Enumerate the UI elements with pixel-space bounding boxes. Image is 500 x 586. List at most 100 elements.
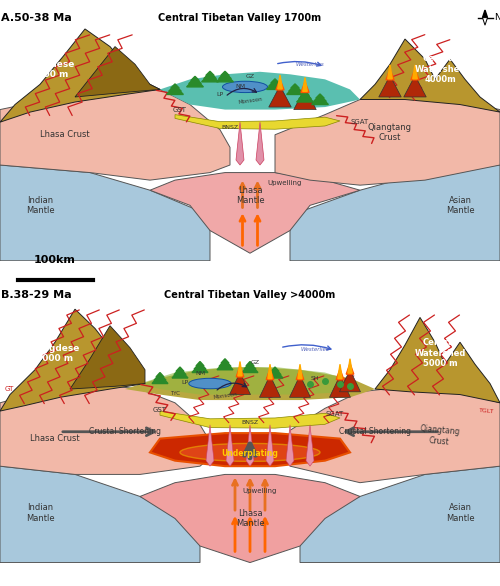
Polygon shape: [194, 363, 206, 369]
Polygon shape: [266, 425, 274, 466]
Polygon shape: [176, 367, 184, 372]
Polygon shape: [152, 374, 168, 383]
Text: B.38-29 Ma: B.38-29 Ma: [1, 291, 72, 301]
Polygon shape: [482, 18, 488, 25]
Polygon shape: [278, 75, 282, 89]
Text: Lhasa Crust: Lhasa Crust: [40, 130, 90, 139]
Polygon shape: [290, 165, 500, 261]
Polygon shape: [0, 383, 210, 475]
Polygon shape: [300, 466, 500, 563]
Polygon shape: [0, 29, 160, 122]
Polygon shape: [340, 370, 360, 392]
Polygon shape: [386, 69, 394, 80]
Polygon shape: [298, 93, 312, 99]
Text: GT: GT: [5, 386, 15, 392]
Polygon shape: [140, 367, 360, 394]
Polygon shape: [301, 81, 309, 93]
Polygon shape: [192, 364, 208, 373]
Text: BNSZ: BNSZ: [222, 125, 238, 130]
Polygon shape: [75, 47, 160, 97]
Text: Qiangtang
Crust: Qiangtang Crust: [419, 424, 461, 447]
Polygon shape: [244, 363, 256, 369]
Polygon shape: [267, 369, 283, 378]
Text: Lhasa Crust: Lhasa Crust: [30, 434, 80, 443]
Text: Crustal Shortening: Crustal Shortening: [89, 427, 161, 436]
Polygon shape: [271, 367, 279, 372]
Text: Westerlies: Westerlies: [296, 62, 324, 67]
Text: Lhasa
Mantle: Lhasa Mantle: [236, 186, 264, 205]
Polygon shape: [70, 326, 145, 389]
Polygon shape: [288, 85, 302, 91]
Text: Qiangtang
Crust: Qiangtang Crust: [368, 122, 412, 142]
Polygon shape: [303, 77, 307, 91]
Text: Gangdese
4500 m: Gangdese 4500 m: [25, 60, 75, 79]
Polygon shape: [312, 96, 328, 104]
Polygon shape: [125, 367, 375, 400]
Polygon shape: [269, 368, 281, 374]
Polygon shape: [0, 165, 210, 261]
Polygon shape: [0, 9, 500, 261]
Polygon shape: [217, 361, 233, 370]
Text: GZ: GZ: [250, 360, 260, 366]
Polygon shape: [204, 72, 216, 79]
Polygon shape: [404, 76, 426, 97]
Polygon shape: [242, 364, 258, 373]
Text: Asian
Mantle: Asian Mantle: [446, 196, 474, 215]
Ellipse shape: [222, 81, 268, 93]
Polygon shape: [221, 359, 229, 363]
Polygon shape: [338, 364, 342, 379]
Polygon shape: [154, 374, 166, 380]
Polygon shape: [246, 425, 254, 466]
Text: LP: LP: [216, 92, 224, 97]
Text: Crustal Shortening: Crustal Shortening: [339, 427, 411, 436]
Polygon shape: [330, 375, 350, 397]
Polygon shape: [482, 10, 488, 18]
Polygon shape: [290, 386, 500, 483]
Text: Upwelling: Upwelling: [243, 488, 277, 494]
Polygon shape: [236, 122, 244, 165]
Ellipse shape: [180, 444, 320, 461]
Polygon shape: [230, 373, 250, 394]
Text: SGAT: SGAT: [351, 119, 369, 125]
Text: GZ: GZ: [246, 74, 254, 79]
Text: Asian
Mantle: Asian Mantle: [446, 503, 474, 523]
Polygon shape: [175, 115, 340, 130]
Text: A.50-38 Ma: A.50-38 Ma: [1, 12, 72, 23]
Polygon shape: [294, 88, 316, 110]
Text: Westerlies: Westerlies: [300, 346, 330, 352]
Polygon shape: [0, 309, 145, 411]
Polygon shape: [301, 91, 309, 96]
Polygon shape: [388, 65, 392, 79]
Polygon shape: [140, 475, 360, 563]
Text: NM: NM: [235, 84, 245, 90]
Polygon shape: [269, 86, 291, 107]
Polygon shape: [206, 425, 214, 466]
Text: N: N: [494, 13, 500, 22]
Ellipse shape: [189, 379, 231, 389]
Polygon shape: [286, 86, 304, 94]
Text: LP: LP: [182, 380, 188, 384]
Polygon shape: [268, 80, 281, 86]
Text: Central
Watershed
4000m: Central Watershed 4000m: [414, 54, 466, 84]
Polygon shape: [296, 369, 304, 380]
Polygon shape: [191, 76, 199, 80]
Polygon shape: [221, 71, 229, 76]
Polygon shape: [291, 84, 299, 88]
Polygon shape: [375, 318, 500, 403]
Text: TYC: TYC: [170, 391, 180, 396]
Polygon shape: [246, 362, 254, 366]
Polygon shape: [202, 73, 218, 82]
Polygon shape: [336, 369, 344, 380]
Polygon shape: [379, 76, 401, 97]
Polygon shape: [275, 94, 500, 185]
Polygon shape: [411, 69, 419, 80]
Text: BNSZ: BNSZ: [242, 420, 258, 425]
Polygon shape: [0, 466, 200, 563]
Polygon shape: [206, 71, 214, 76]
Polygon shape: [172, 369, 188, 378]
Polygon shape: [236, 366, 244, 377]
Text: Upwelling: Upwelling: [268, 180, 302, 186]
Text: SGAT: SGAT: [326, 411, 344, 417]
Polygon shape: [0, 84, 230, 180]
Text: GST: GST: [173, 107, 187, 113]
